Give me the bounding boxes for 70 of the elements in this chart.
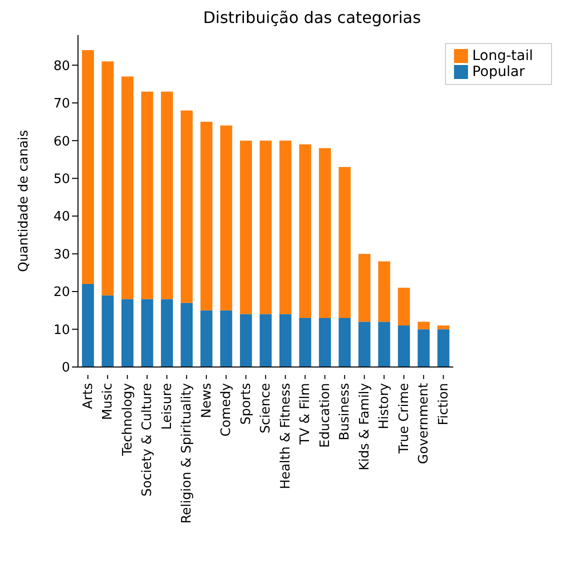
bar bbox=[240, 314, 252, 367]
x-tick-label: Health & Fitness bbox=[278, 382, 294, 490]
bar bbox=[338, 318, 351, 367]
y-tick-label: 10 bbox=[53, 322, 70, 338]
bar bbox=[358, 254, 370, 322]
legend-label: Long-tail bbox=[472, 48, 533, 64]
legend-label: Popular bbox=[472, 64, 525, 80]
bar bbox=[279, 140, 292, 314]
y-tick-label: 50 bbox=[53, 172, 70, 187]
y-tick-label: 70 bbox=[53, 96, 70, 112]
x-tick-label: Sports bbox=[238, 382, 254, 425]
bar bbox=[279, 314, 292, 367]
bar bbox=[378, 322, 390, 367]
bar bbox=[200, 310, 212, 367]
bar bbox=[121, 299, 134, 367]
bar bbox=[141, 92, 154, 300]
bar bbox=[160, 92, 173, 300]
bar bbox=[82, 50, 94, 284]
y-tick-label: 40 bbox=[53, 210, 70, 225]
y-tick-label: 30 bbox=[53, 247, 70, 262]
bar bbox=[220, 126, 232, 310]
x-tick-label: Comedy bbox=[219, 382, 234, 437]
x-tick-label: Kids & Family bbox=[357, 382, 372, 470]
chart-title: Distribuição das categorias bbox=[202, 8, 422, 27]
bar bbox=[299, 144, 312, 318]
bar bbox=[358, 322, 370, 367]
x-tick-label: Society & Culture bbox=[140, 383, 156, 496]
bar bbox=[418, 322, 430, 330]
x-tick-label: Technology bbox=[120, 382, 136, 457]
bar bbox=[200, 122, 212, 310]
y-tick-label: 0 bbox=[62, 360, 70, 376]
bar bbox=[160, 299, 173, 367]
bar bbox=[220, 310, 232, 367]
x-tick-label: TV & Film bbox=[298, 383, 314, 446]
y-tick-label: 80 bbox=[53, 58, 70, 74]
x-tick-label: Leisure bbox=[160, 383, 175, 430]
x-tick-label: Government bbox=[416, 383, 432, 464]
bar bbox=[82, 284, 94, 367]
x-tick-label: History bbox=[377, 382, 392, 430]
bar bbox=[318, 318, 331, 367]
bar bbox=[260, 314, 272, 367]
bar bbox=[141, 299, 154, 367]
bar bbox=[437, 329, 450, 367]
bar bbox=[437, 326, 450, 330]
x-tick-label: Music bbox=[100, 383, 116, 420]
x-tick-label: Fiction bbox=[436, 383, 452, 426]
x-tick-label: Religion & Spirituality bbox=[180, 382, 195, 524]
x-tick-label: Science bbox=[258, 383, 274, 434]
x-tick-label: Business bbox=[338, 382, 353, 440]
x-tick-label: Arts bbox=[80, 382, 96, 410]
bar bbox=[338, 167, 351, 318]
y-tick-label: 20 bbox=[53, 285, 70, 300]
x-tick-label: News bbox=[199, 382, 214, 418]
bar bbox=[180, 110, 193, 303]
bar bbox=[180, 302, 193, 367]
bar bbox=[102, 295, 114, 367]
x-tick-label: Education bbox=[318, 383, 333, 448]
bar bbox=[378, 261, 390, 322]
bar bbox=[240, 140, 252, 314]
bar bbox=[299, 318, 312, 367]
y-tick-label: 60 bbox=[53, 134, 70, 150]
bar bbox=[260, 140, 272, 314]
bar bbox=[418, 329, 430, 367]
x-tick-label: True Crime bbox=[396, 383, 412, 454]
bar bbox=[121, 76, 134, 300]
bar bbox=[102, 61, 114, 296]
bar bbox=[318, 148, 331, 318]
bar bbox=[398, 326, 410, 367]
y-axis-title: Quantidade de canais bbox=[16, 130, 32, 272]
bar bbox=[398, 288, 410, 326]
